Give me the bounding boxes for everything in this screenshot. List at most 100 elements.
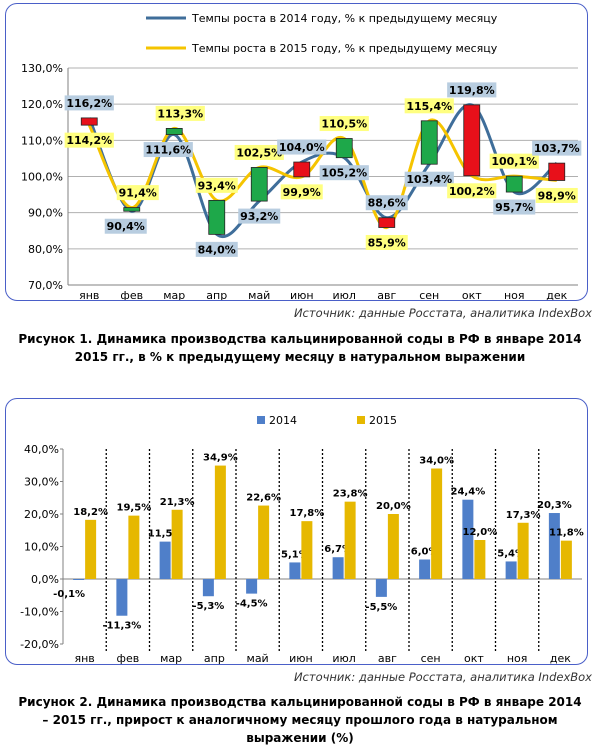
chart2-caption: Рисунок 2. Динамика производства кальцин…: [0, 693, 600, 747]
data-label-2015-bg: [155, 105, 205, 121]
data-label-2014: -11,3%: [102, 621, 141, 632]
data-label-2014-bg: [447, 82, 497, 98]
x-tick-label: мар: [163, 289, 185, 301]
y-tick-label: -10,0%: [20, 606, 59, 619]
data-label-2015-bg: [404, 98, 454, 114]
data-label-2015: 34,0%: [419, 456, 454, 467]
data-label-2014-bg: [277, 139, 327, 155]
x-tick-label: авг: [377, 289, 396, 301]
data-label-2015-bg: [64, 132, 114, 148]
down-bar: [80, 117, 98, 126]
data-label-2014-bg: [493, 199, 536, 215]
x-tick-label: сен: [419, 289, 439, 301]
data-label-2015: 113,3%: [157, 107, 203, 120]
data-label-2015: 114,2%: [66, 134, 112, 147]
data-label-2014: -5,5%: [365, 602, 397, 613]
bar-2015: [517, 522, 529, 579]
legend-label: Темпы роста в 2015 году, % к предыдущему…: [191, 42, 498, 55]
y-tick-label: 10,0%: [24, 541, 59, 554]
data-label-2014: 6,0%: [411, 547, 439, 558]
y-tick-label: 40,0%: [24, 443, 59, 456]
data-label-2014-bg: [238, 208, 281, 224]
x-tick-label: июл: [333, 289, 356, 301]
x-tick-label: фев: [120, 289, 143, 301]
up-bar: [165, 127, 183, 135]
data-label-2015: 99,9%: [283, 186, 321, 199]
data-label-2014: 5,4%: [497, 548, 525, 559]
down-bar: [378, 217, 396, 228]
data-label-2015-bg: [280, 184, 323, 200]
y-tick-label: 130,0%: [21, 62, 63, 75]
y-tick-label: 120,0%: [21, 98, 63, 111]
data-label-2015: 17,3%: [506, 510, 541, 521]
data-label-2015-bg: [234, 144, 284, 160]
down-bar: [548, 162, 566, 181]
chart1-caption-line2: 2015 гг., в % к предыдущему месяцу в нат…: [74, 350, 526, 364]
bar-2014: [73, 579, 85, 580]
bar-2015: [128, 515, 140, 579]
data-label-2015: 115,4%: [406, 100, 452, 113]
chart2-svg: -20,0% -10,0% 0,0% 10,0% 20,0% 30,0% 40,0% 2014…: [20, 414, 584, 665]
x-tick-label: июл: [332, 652, 355, 665]
data-label-2014: 105,2%: [321, 167, 367, 180]
data-label-2014-bg: [532, 140, 582, 156]
data-label-2015-bg: [195, 177, 238, 193]
x-tick-label: дек: [546, 289, 567, 301]
data-label-2014-bg: [404, 171, 454, 187]
data-label-2015: 93,4%: [198, 179, 236, 192]
x-tick-label: май: [247, 652, 269, 665]
x-tick-label: апр: [206, 289, 227, 301]
y-tick-label: 110,0%: [21, 134, 63, 147]
chart2-source: Источник: данные Росстата, аналитика Ind…: [293, 670, 592, 684]
x-tick-label: май: [248, 289, 270, 301]
bar-2015: [387, 514, 399, 579]
legend-swatch-2015: [357, 416, 365, 424]
data-label-2015: 91,4%: [119, 187, 157, 200]
data-label-2014: 20,3%: [537, 500, 572, 511]
x-tick-label: окт: [464, 652, 484, 665]
data-label-2014: 103,7%: [534, 142, 580, 155]
bar-2014: [332, 557, 344, 579]
chart2-caption-line2: – 2015 гг., прирост к аналогичному месяц…: [42, 713, 558, 727]
data-label-2015: 18,2%: [73, 507, 108, 518]
chart1-svg: 70,0% 80,0% 90,0% 100,0% 110,0% 120,0% 130,0% Т…: [21, 12, 582, 301]
bar-2015: [214, 465, 226, 579]
data-label-2014: 5,1%: [281, 549, 309, 560]
up-bar: [250, 167, 268, 202]
down-bar: [293, 161, 311, 178]
x-tick-label: янв: [74, 652, 94, 665]
x-tick-label: дек: [550, 652, 571, 665]
bar-2015: [344, 501, 356, 579]
chart2-caption-line3: выражении (%): [246, 731, 354, 745]
bar-2015: [301, 521, 313, 579]
y-tick-label: -20,0%: [20, 638, 59, 651]
up-bar: [505, 175, 523, 193]
data-label-2014-bg: [104, 218, 147, 234]
data-label-2014: -0,1%: [53, 589, 85, 600]
chart2-panel: -20,0% -10,0% 0,0% 10,0% 20,0% 30,0% 40,0% 2014…: [5, 398, 588, 665]
y-tick-label: 0,0%: [31, 573, 59, 586]
bar-2015: [474, 540, 486, 579]
legend-label-2015: 2015: [369, 414, 397, 427]
up-bar: [123, 207, 141, 212]
data-label-2014: 24,4%: [451, 487, 486, 498]
data-label-2015: 110,5%: [321, 118, 367, 131]
bar-2014: [419, 559, 431, 579]
data-label-2014: 93,2%: [240, 210, 278, 223]
y-tick-label: 30,0%: [24, 476, 59, 489]
data-label-2015: 100,1%: [491, 155, 537, 168]
x-tick-label: ноя: [504, 289, 525, 301]
bar-2015: [431, 468, 443, 579]
x-tick-label: июн: [289, 652, 313, 665]
data-label-2015-bg: [116, 185, 159, 201]
up-bar: [335, 138, 353, 159]
data-label-2014: -4,5%: [236, 599, 268, 610]
data-label-2015-bg: [489, 153, 539, 169]
bar-2014: [202, 579, 214, 597]
bar-2014: [116, 579, 128, 616]
data-label-2014: 88,6%: [368, 197, 406, 210]
data-label-2014: 84,0%: [198, 243, 236, 256]
bar-2015: [560, 540, 572, 579]
y-tick-label: 80,0%: [28, 243, 63, 256]
x-tick-label: сен: [421, 652, 441, 665]
